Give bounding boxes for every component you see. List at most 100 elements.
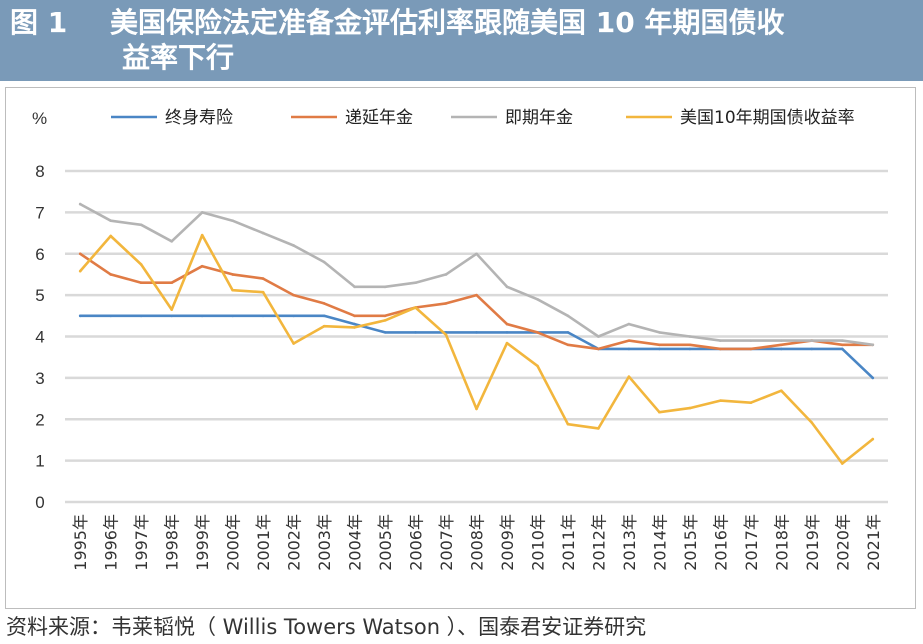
- x-tick-label: 2012年: [589, 514, 608, 571]
- data-point: [200, 264, 204, 268]
- data-point: [719, 339, 722, 342]
- data-point: [475, 293, 478, 297]
- data-point: [658, 331, 661, 334]
- data-point: [139, 263, 143, 266]
- data-point: [444, 333, 448, 337]
- x-tick-label: 2014年: [650, 514, 669, 571]
- data-point: [536, 297, 539, 301]
- figure-label: 图 1: [10, 6, 68, 39]
- x-tick-label: 2013年: [620, 514, 639, 571]
- data-point: [383, 314, 387, 318]
- data-point: [505, 322, 509, 326]
- title-bar: 图 1 美国保险法定准备金评估利率跟随美国 10 年期国债收 益率下行: [0, 0, 923, 81]
- data-point: [658, 347, 661, 351]
- series-line-3: [78, 202, 875, 347]
- data-point: [505, 285, 509, 289]
- data-point: [170, 314, 173, 318]
- data-point: [139, 314, 143, 318]
- data-point: [261, 277, 265, 280]
- data-point: [414, 306, 417, 309]
- x-tick-label: 2003年: [315, 514, 334, 571]
- data-point: [597, 427, 600, 430]
- x-tick-label: 1998年: [163, 514, 182, 571]
- data-point: [109, 314, 113, 318]
- x-tick-label: 1997年: [132, 514, 151, 571]
- data-point: [688, 335, 692, 338]
- data-point: [719, 347, 722, 351]
- data-point: [627, 339, 631, 342]
- legend-label: 递延年金: [345, 108, 413, 128]
- data-point: [292, 314, 295, 318]
- data-point: [749, 347, 753, 351]
- data-point: [536, 364, 539, 368]
- y-tick-label: 3: [35, 369, 44, 388]
- y-axis-unit-label: %: [32, 109, 47, 128]
- source-note: 资料来源：韦莱韬悦（ Willis Towers Watson ）、国泰君安证券…: [6, 615, 647, 639]
- x-tick-label: 2008年: [468, 514, 487, 571]
- data-point: [719, 399, 722, 402]
- data-point: [627, 347, 631, 351]
- data-point: [200, 233, 204, 237]
- x-tick-label: 2004年: [346, 514, 365, 571]
- y-tick-label: 5: [35, 286, 44, 305]
- data-point: [566, 343, 570, 347]
- x-tick-label: 2009年: [498, 514, 517, 571]
- data-point: [749, 401, 753, 405]
- series-line-2: [78, 252, 875, 351]
- data-point: [505, 341, 509, 345]
- data-point: [353, 322, 356, 326]
- x-tick-label: 2005年: [376, 514, 395, 571]
- data-point: [78, 252, 82, 256]
- y-tick-label: 6: [35, 245, 44, 264]
- data-point: [78, 269, 82, 273]
- y-tick-label: 2: [35, 410, 44, 429]
- data-point: [231, 314, 234, 318]
- data-point: [292, 293, 295, 297]
- x-tick-label: 2006年: [407, 514, 426, 571]
- data-point: [322, 324, 326, 328]
- data-point: [780, 389, 783, 393]
- y-tick-label: 8: [35, 162, 44, 181]
- data-point: [200, 211, 204, 214]
- title-line-2: 益率下行: [122, 41, 235, 74]
- y-tick-label: 0: [35, 493, 44, 512]
- data-point: [566, 422, 570, 426]
- data-point: [780, 347, 783, 351]
- x-tick-label: 1995年: [71, 514, 90, 571]
- line-chart: 0 1 2 3 4 5 6 7 8% 1995年 1996年 1997年 1998年 1999年 2000年…: [32, 108, 888, 571]
- y-tick-label: 1: [35, 452, 44, 471]
- data-point: [688, 343, 692, 347]
- data-point: [109, 219, 113, 222]
- data-point: [780, 339, 783, 342]
- data-point: [383, 285, 387, 289]
- data-point: [810, 339, 814, 342]
- data-point: [566, 314, 570, 318]
- x-tick-label: 2002年: [285, 514, 304, 571]
- data-point: [383, 331, 387, 334]
- x-tick-label: 2020年: [833, 514, 852, 571]
- data-point: [139, 281, 143, 285]
- data-point: [536, 331, 539, 334]
- data-point: [170, 240, 173, 243]
- chart-title: 图 1 美国保险法定准备金评估利率跟随美国 10 年期国债收 益率下行: [10, 5, 910, 75]
- y-tick-label: 7: [35, 203, 44, 222]
- data-point: [658, 410, 661, 414]
- legend-label: 美国10年期国债收益率: [680, 108, 855, 128]
- data-point: [353, 326, 356, 329]
- x-tick-label: 2018年: [772, 514, 791, 571]
- data-point: [231, 273, 234, 276]
- data-point: [139, 223, 143, 227]
- data-point: [200, 314, 204, 318]
- data-point: [627, 322, 631, 326]
- data-point: [597, 347, 600, 351]
- data-point: [292, 244, 295, 247]
- data-point: [780, 343, 783, 347]
- data-point: [840, 462, 844, 465]
- data-point: [322, 314, 326, 318]
- data-point: [353, 285, 356, 289]
- data-point: [566, 331, 570, 334]
- data-point: [871, 343, 875, 347]
- data-point: [871, 437, 875, 441]
- data-point: [444, 302, 448, 305]
- x-tick-label: 2021年: [864, 514, 883, 571]
